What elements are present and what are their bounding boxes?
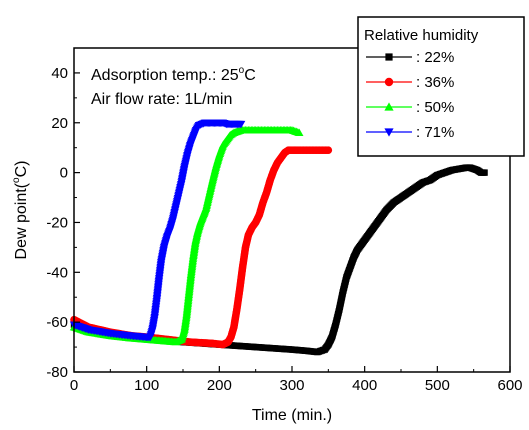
legend: Relative humidity : 22% : 36% : 50% : 71% xyxy=(357,16,525,157)
legend-box xyxy=(357,16,525,157)
y-tick-label-5: 20 xyxy=(51,115,68,132)
y-tick-label-0: -80 xyxy=(46,364,68,381)
series-layer xyxy=(69,119,488,356)
series-0 xyxy=(70,164,488,356)
x-tick-label-1: 100 xyxy=(134,377,159,394)
x-tick-label-2: 200 xyxy=(207,377,232,394)
y-tick-label-1: -60 xyxy=(46,314,68,331)
data-point xyxy=(481,169,488,176)
annotation-air-flow-rate: Air flow rate: 1L/min xyxy=(91,91,232,108)
x-axis-title: Time (min.) xyxy=(252,407,332,424)
legend-marker-0 xyxy=(385,53,393,61)
legend-title: Relative humidity xyxy=(364,27,479,44)
x-tick-label-3: 300 xyxy=(279,377,304,394)
data-point xyxy=(295,128,304,136)
legend-entries: : 22% : 36% : 50% : 71% xyxy=(366,49,454,141)
legend-label-3: : 71% xyxy=(416,124,454,141)
legend-marker-3 xyxy=(384,128,394,137)
y-tick-label-2: -40 xyxy=(46,264,68,281)
legend-label-2: : 50% xyxy=(416,99,454,116)
x-tick-label-6: 600 xyxy=(497,377,522,394)
y-axis-title: Dew point(oC) xyxy=(11,161,30,260)
x-tick-label-0: 0 xyxy=(70,377,78,394)
x-tick-label-4: 400 xyxy=(352,377,377,394)
y-tick-label-3: -20 xyxy=(46,214,68,231)
legend-label-0: : 22% xyxy=(416,49,454,66)
legend-marker-2 xyxy=(384,102,394,111)
y-tick-label-6: 40 xyxy=(51,65,68,82)
legend-marker-1 xyxy=(384,77,394,87)
series-1 xyxy=(70,146,333,349)
data-point xyxy=(324,146,333,154)
y-tick-label-4: 0 xyxy=(60,165,68,182)
x-tick-label-5: 500 xyxy=(425,377,450,394)
data-point xyxy=(236,120,246,129)
axis-layer: 0 100 200 300 400 500 600 -80 -60 -40 -20 0 20 40 xyxy=(46,65,522,394)
series-2 xyxy=(69,126,304,346)
series-3 xyxy=(69,119,246,342)
annotation-adsorption-temp: Adsorption temp.: 25oC xyxy=(91,65,256,84)
legend-label-1: : 36% xyxy=(416,74,454,91)
